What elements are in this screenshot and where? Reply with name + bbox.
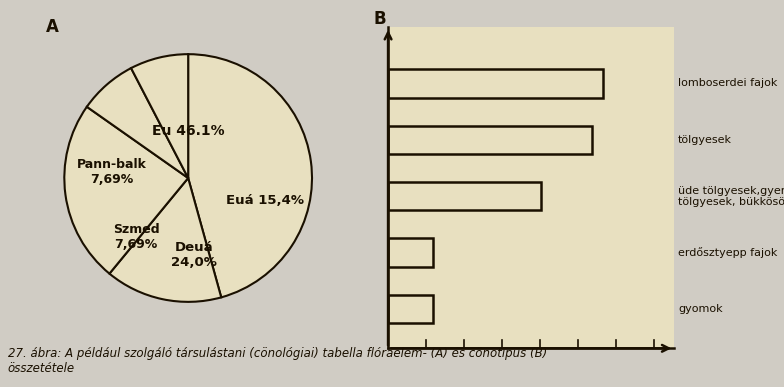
Wedge shape — [87, 68, 188, 178]
Text: üde tölgyesek,gyertyános-
tölgyesek, bükkösök fajai: üde tölgyesek,gyertyános- tölgyesek, bük… — [678, 185, 784, 207]
Bar — [388, 295, 433, 323]
Text: Szmed
7,69%: Szmed 7,69% — [113, 223, 159, 252]
Text: 27. ábra: A például szolgáló társulástani (cönológiai) tabella flóraelem- (A) és: 27. ábra: A például szolgáló társulástan… — [8, 348, 547, 375]
Wedge shape — [188, 54, 312, 297]
Text: Eu 46.1%: Eu 46.1% — [152, 124, 224, 138]
Wedge shape — [64, 107, 188, 274]
Bar — [388, 238, 433, 267]
Text: lomboserdei fajok: lomboserdei fajok — [678, 79, 778, 89]
Wedge shape — [131, 54, 188, 178]
Text: Deuá
24,0%: Deuá 24,0% — [172, 241, 217, 269]
Text: gyomok: gyomok — [678, 304, 723, 314]
Text: B: B — [374, 10, 387, 28]
Bar — [388, 182, 542, 210]
Text: tölgyesek: tölgyesek — [678, 135, 732, 145]
Wedge shape — [110, 178, 221, 302]
Text: Euá 15,4%: Euá 15,4% — [226, 194, 304, 207]
Bar — [388, 69, 603, 98]
Text: erdősztyepp fajok: erdősztyepp fajok — [678, 247, 778, 258]
Text: A: A — [45, 18, 59, 36]
Text: Pann-balk
7,69%: Pann-balk 7,69% — [77, 158, 147, 186]
Bar — [388, 126, 593, 154]
